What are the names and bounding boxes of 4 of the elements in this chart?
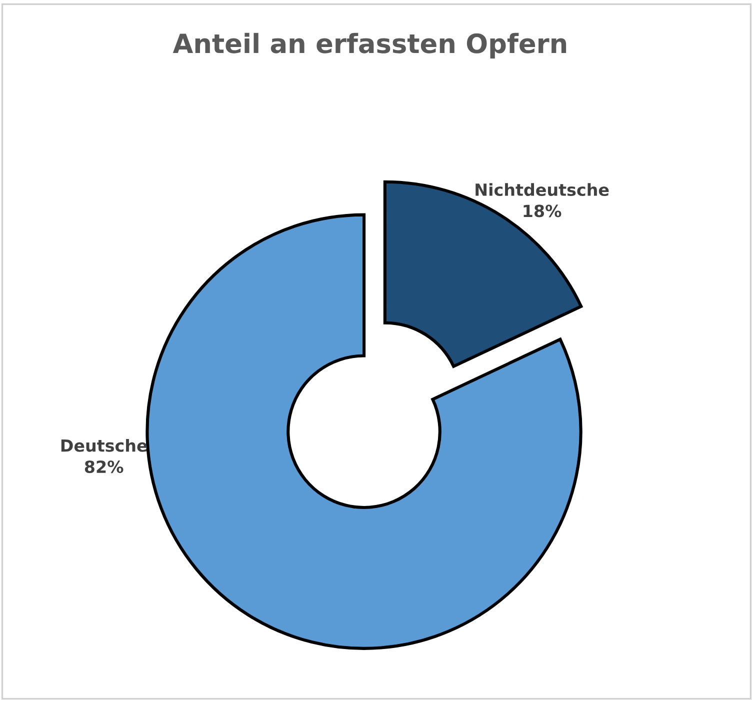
data-label: 82% <box>84 460 124 474</box>
slice-label: Nichtdeutsche <box>476 183 609 196</box>
chart-title: Anteil an erfassten Opfern <box>172 32 566 58</box>
data-label: 18% <box>524 204 562 218</box>
